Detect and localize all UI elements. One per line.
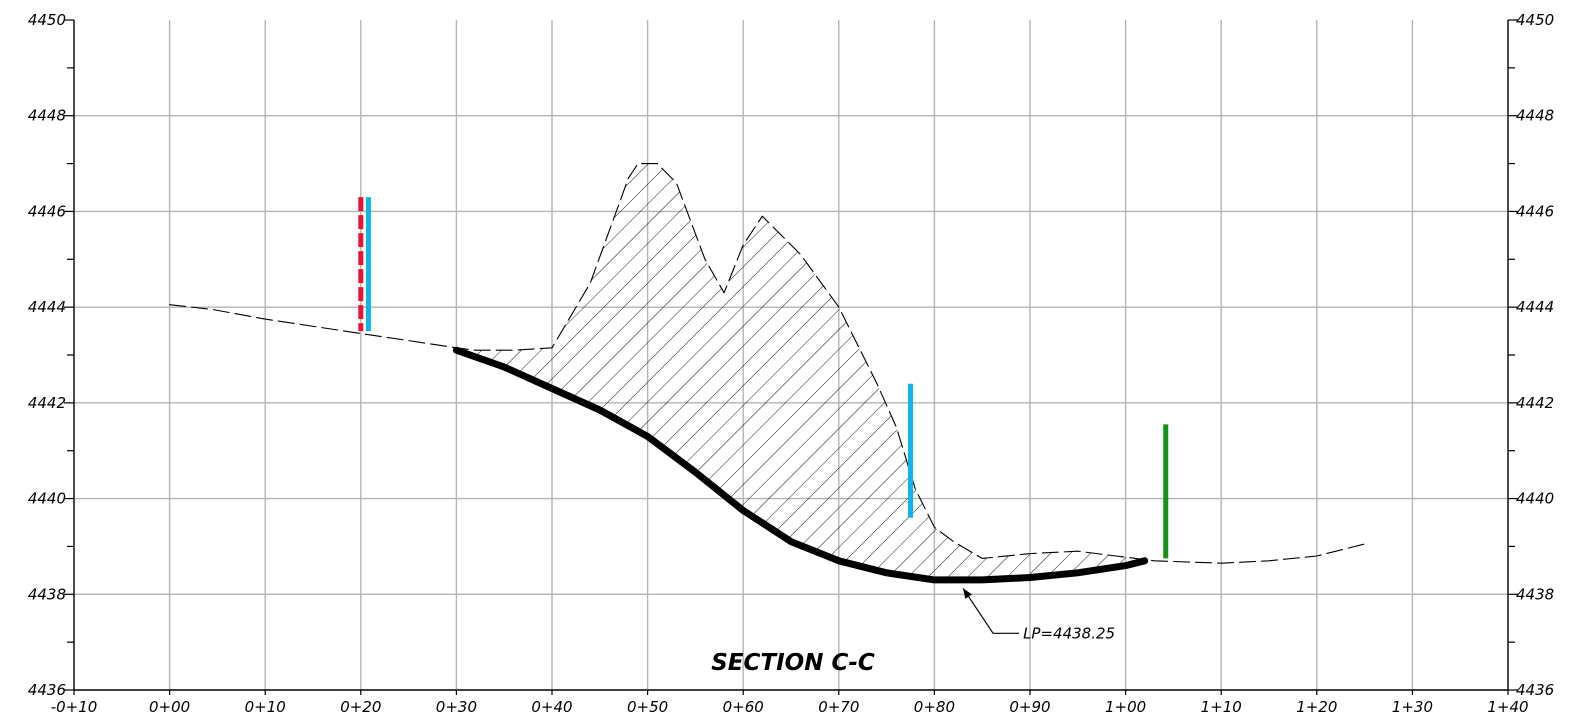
axis-ticks: [64, 19, 1518, 695]
y-tick-label-right: 4436: [1516, 681, 1554, 699]
x-tick-label: 0+00: [149, 698, 190, 716]
x-tick-label: 0+30: [436, 698, 477, 716]
profile-series: [169, 163, 1366, 584]
existing-ground-line: [169, 163, 1366, 564]
annotation-label: LP=4438.25: [1023, 624, 1115, 642]
annotation-arrowhead: [963, 588, 972, 599]
hatch-fill: [456, 163, 1145, 580]
y-tick-label-left: 4438: [28, 585, 66, 603]
y-tick-label-left: 4440: [28, 490, 66, 508]
x-tick-label: 0+60: [723, 698, 764, 716]
station-markers: [358, 197, 1169, 559]
cut-fill-area: [456, 163, 1145, 580]
section-title: SECTION C-C: [711, 650, 875, 676]
y-tick-label-right: 4438: [1516, 585, 1554, 603]
y-tick-label-right: 4442: [1516, 394, 1554, 412]
y-tick-label-left: 4448: [28, 107, 66, 125]
x-tick-label: 1+30: [1392, 698, 1433, 716]
x-tick-label: 0+70: [818, 698, 859, 716]
y-tick-label-right: 4440: [1516, 490, 1554, 508]
x-tick-label: 0+40: [531, 698, 572, 716]
y-tick-label-left: 4446: [28, 202, 66, 220]
x-tick-label: 0+10: [245, 698, 286, 716]
annotations: LP=4438.25: [962, 587, 1115, 642]
y-tick-label-left: 4442: [28, 394, 66, 412]
y-tick-label-right: 4450: [1516, 11, 1554, 29]
proposed-grade-line: [452, 346, 1149, 584]
y-tick-label-left: 4436: [28, 681, 66, 699]
x-tick-label: 0+20: [340, 698, 381, 716]
x-tick-label: 1+00: [1105, 698, 1146, 716]
y-tick-label-left: 4444: [28, 298, 66, 316]
x-tick-label: 1+10: [1201, 698, 1242, 716]
x-tick-label: -0+10: [51, 698, 98, 716]
axis-labels: -0+10 0+00 0+10 0+20 0+30 0+40 0+50 0+60 0+70 0+8…: [28, 11, 1554, 716]
x-tick-label: 0+90: [1009, 698, 1050, 716]
x-tick-label: 0+80: [914, 698, 955, 716]
y-tick-label-right: 4448: [1516, 107, 1554, 125]
x-tick-label: 1+40: [1487, 698, 1528, 716]
y-tick-label-right: 4446: [1516, 202, 1554, 220]
x-tick-label: 0+50: [627, 698, 668, 716]
x-tick-label: 1+20: [1296, 698, 1337, 716]
y-tick-label-right: 4444: [1516, 298, 1554, 316]
y-tick-label-left: 4450: [28, 11, 66, 29]
annotation-leader: [962, 587, 1020, 634]
